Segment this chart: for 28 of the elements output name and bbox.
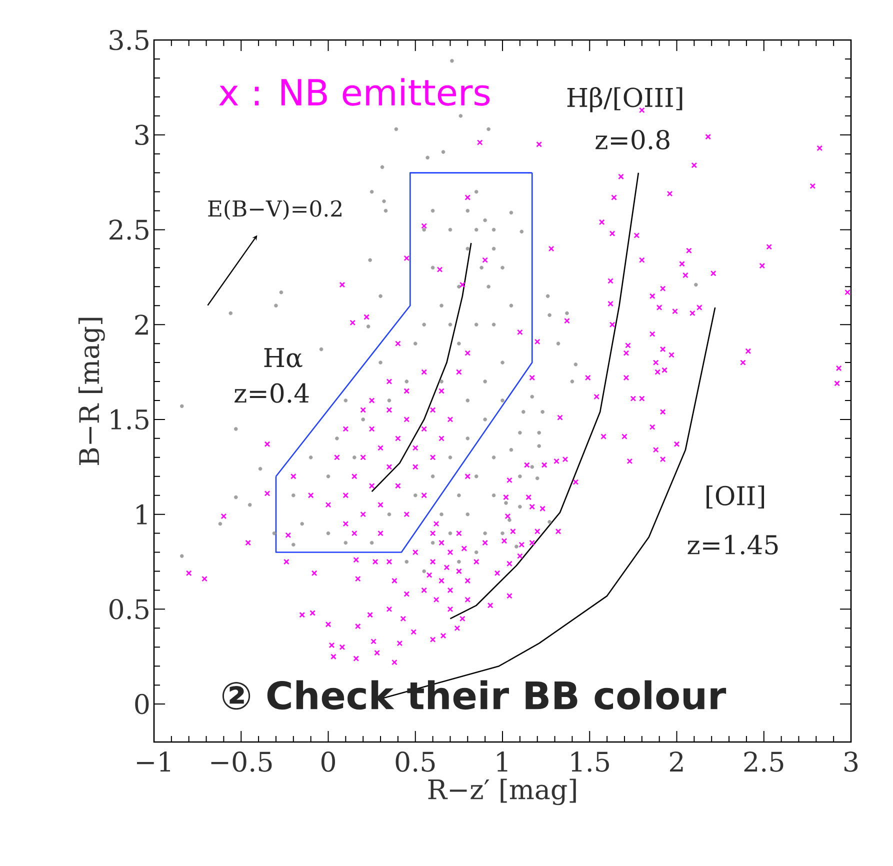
series-label: x : NB emitters bbox=[219, 78, 490, 106]
x-tick-label: 3 bbox=[844, 752, 858, 772]
annotation: Hα bbox=[264, 348, 302, 368]
y-tick-label: 3.5 bbox=[110, 30, 148, 50]
y-axis-title: B−R [mag] bbox=[78, 318, 105, 465]
annotation: ② Check their BB colour bbox=[222, 680, 726, 710]
y-tick-label: 2.5 bbox=[110, 220, 148, 240]
x-axis-title: R−z′ [mag] bbox=[428, 778, 576, 806]
y-tick-label: 1 bbox=[136, 504, 147, 524]
x-tick-label: 1.5 bbox=[572, 752, 609, 772]
y-tick-label: 0 bbox=[135, 694, 149, 714]
x-tick-label: 1 bbox=[497, 752, 508, 772]
y-tick-label: 0.5 bbox=[109, 599, 148, 620]
y-tick-label: 1.5 bbox=[110, 409, 148, 430]
x-tick-label: 2.5 bbox=[744, 752, 784, 772]
x-tick-label: −1 bbox=[137, 752, 170, 772]
x-tick-label: 0.5 bbox=[396, 752, 435, 772]
annotation: z=1.45 bbox=[688, 534, 778, 555]
x-tick-label: 2 bbox=[670, 752, 683, 772]
y-tick-label: 2 bbox=[135, 314, 148, 335]
annotation: z=0.4 bbox=[234, 383, 309, 403]
x-tick-label: −0.5 bbox=[211, 752, 272, 772]
annotation: z=0.8 bbox=[596, 130, 670, 150]
annotation: [OII] bbox=[706, 485, 764, 509]
annotation: Hβ/[OIII] bbox=[567, 87, 682, 112]
annotation: E(B−V)=0.2 bbox=[208, 200, 342, 220]
x-tick-label: 0 bbox=[321, 752, 336, 772]
y-tick-label: 3 bbox=[135, 124, 148, 146]
